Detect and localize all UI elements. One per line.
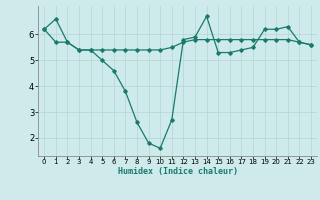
X-axis label: Humidex (Indice chaleur): Humidex (Indice chaleur) <box>118 167 238 176</box>
